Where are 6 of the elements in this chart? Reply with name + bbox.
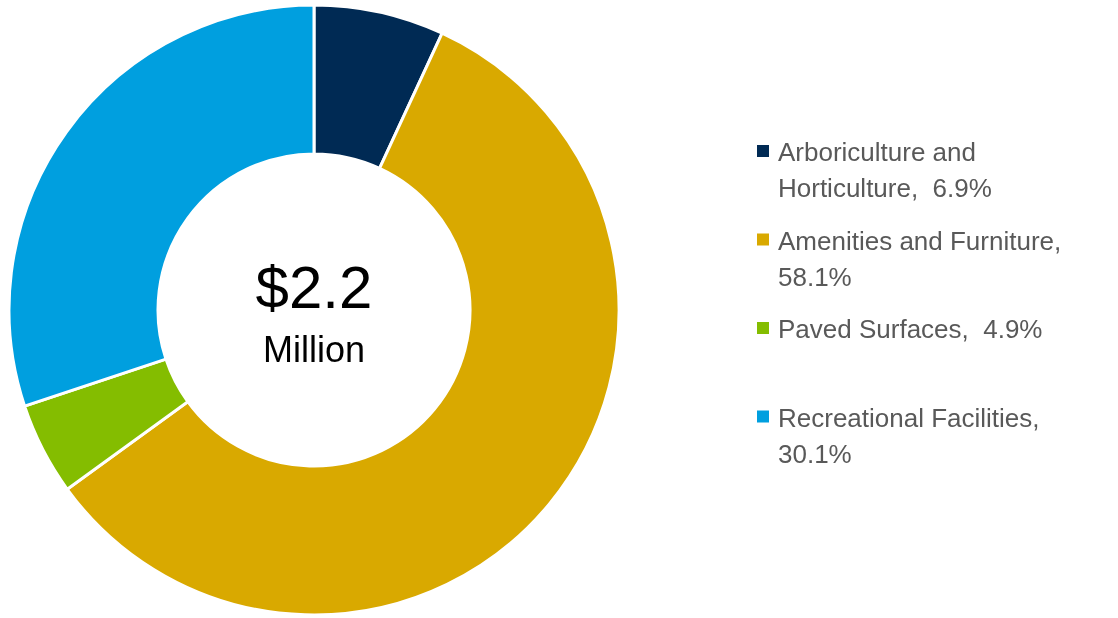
text: Million (262, 329, 366, 370)
legend-label: Paved Surfaces, 4.9% (778, 314, 1043, 344)
text: $2.2 (255, 254, 373, 321)
legend-label: Arboriculture and Horticulture, 6.9% (778, 137, 992, 203)
legend-label: Amenities and Furniture, 58.1% (778, 225, 1062, 292)
legend-label: Recreational Facilities, 30.1% (778, 402, 1040, 469)
